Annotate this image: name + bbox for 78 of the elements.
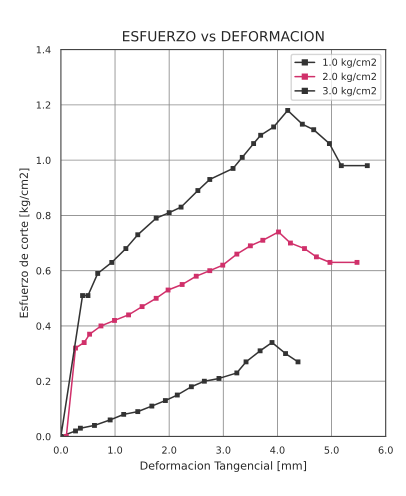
point bbox=[154, 296, 159, 301]
point bbox=[302, 246, 307, 251]
point bbox=[314, 254, 319, 260]
point bbox=[338, 163, 344, 168]
point bbox=[248, 243, 253, 248]
point bbox=[258, 132, 264, 138]
point bbox=[149, 404, 154, 409]
point bbox=[276, 230, 281, 234]
point bbox=[234, 370, 240, 376]
point bbox=[180, 282, 185, 287]
y-tick-label: 1.2 bbox=[36, 101, 50, 109]
point bbox=[87, 332, 92, 337]
x-tick-label: 3.0 bbox=[216, 446, 230, 454]
point bbox=[300, 122, 305, 127]
point bbox=[95, 271, 100, 276]
legend-label: 3.0 kg/cm2 bbox=[323, 86, 376, 96]
point bbox=[207, 177, 212, 182]
point bbox=[166, 288, 171, 292]
point bbox=[80, 293, 85, 298]
point bbox=[220, 262, 226, 268]
point bbox=[240, 154, 245, 160]
point bbox=[174, 392, 180, 398]
point bbox=[296, 359, 300, 364]
chart-title: ESFUERZO vs DEFORMACION bbox=[123, 30, 324, 42]
point bbox=[326, 141, 332, 146]
point bbox=[162, 398, 168, 403]
point bbox=[123, 246, 128, 251]
legend-label: 1.0 kg/cm2 bbox=[323, 58, 376, 68]
point bbox=[354, 260, 360, 265]
x-axis-title: Deformacion Tangencial [mm] bbox=[140, 461, 306, 472]
point bbox=[230, 166, 236, 171]
point bbox=[73, 428, 78, 434]
y-tick-label: 0.2 bbox=[36, 378, 50, 386]
y-axis-title: Esfuerzo de corte [kg/cm2] bbox=[19, 168, 30, 318]
point bbox=[126, 312, 131, 318]
point bbox=[82, 340, 87, 345]
point bbox=[216, 376, 222, 381]
point bbox=[140, 304, 145, 310]
legend-label: 2.0 kg/cm2 bbox=[323, 72, 376, 82]
point bbox=[271, 124, 276, 130]
point bbox=[135, 409, 140, 414]
y-tick-label: 0.0 bbox=[36, 432, 51, 440]
point bbox=[251, 141, 256, 146]
x-tick-label: 2.0 bbox=[162, 446, 176, 454]
point bbox=[288, 240, 293, 246]
x-tick-label: 6.0 bbox=[378, 446, 393, 454]
x-tick-label: 0.0 bbox=[54, 446, 68, 454]
point bbox=[92, 422, 97, 428]
point bbox=[121, 412, 126, 417]
point bbox=[178, 204, 184, 210]
point bbox=[108, 417, 113, 422]
point bbox=[202, 378, 207, 384]
x-tick-label: 4.0 bbox=[270, 446, 285, 454]
point bbox=[98, 324, 104, 328]
point bbox=[195, 188, 200, 193]
point bbox=[112, 318, 117, 323]
y-tick-label: 1.4 bbox=[36, 46, 51, 54]
y-tick-label: 0.6 bbox=[36, 267, 51, 275]
point bbox=[270, 340, 274, 345]
point bbox=[234, 252, 240, 257]
point bbox=[364, 163, 370, 168]
point bbox=[109, 260, 114, 265]
point bbox=[283, 351, 288, 356]
point bbox=[244, 359, 248, 364]
x-tick-label: 5.0 bbox=[324, 446, 339, 454]
point bbox=[78, 426, 83, 431]
point bbox=[258, 348, 263, 354]
point bbox=[285, 108, 290, 113]
y-tick-label: 0.4 bbox=[36, 322, 51, 330]
point bbox=[207, 268, 212, 274]
y-tick-label: 1.0 bbox=[36, 156, 51, 164]
y-tick-label: 0.8 bbox=[36, 212, 51, 220]
point bbox=[328, 260, 332, 265]
point bbox=[154, 216, 159, 221]
point bbox=[188, 384, 194, 390]
point bbox=[166, 210, 172, 216]
x-tick-label: 1.0 bbox=[108, 446, 122, 454]
point bbox=[86, 293, 90, 298]
